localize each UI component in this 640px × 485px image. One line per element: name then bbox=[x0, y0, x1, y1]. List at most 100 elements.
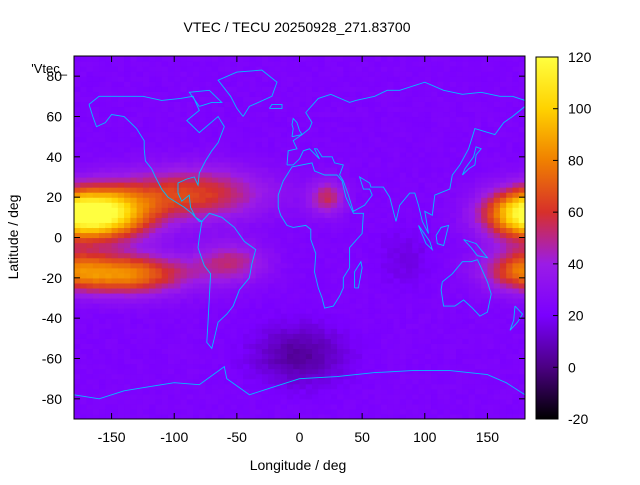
heatmap-cell bbox=[306, 278, 313, 284]
heatmap-cell bbox=[256, 278, 263, 284]
heatmap-cell bbox=[112, 243, 119, 249]
heatmap-cell bbox=[462, 132, 469, 138]
heatmap-cell bbox=[412, 111, 419, 117]
heatmap-cell bbox=[362, 172, 369, 178]
heatmap-cell bbox=[393, 232, 400, 238]
heatmap-cell bbox=[99, 217, 106, 223]
heatmap-cell bbox=[112, 177, 119, 183]
heatmap-cell bbox=[437, 212, 444, 218]
heatmap-cell bbox=[425, 384, 432, 390]
heatmap-cell bbox=[168, 66, 175, 72]
heatmap-cell bbox=[444, 197, 451, 203]
heatmap-cell bbox=[312, 399, 319, 405]
heatmap-cell bbox=[287, 409, 294, 415]
heatmap-cell bbox=[137, 293, 144, 299]
heatmap-cell bbox=[256, 399, 263, 405]
heatmap-cell bbox=[143, 182, 150, 188]
heatmap-cell bbox=[124, 288, 131, 294]
heatmap-cell bbox=[368, 308, 375, 314]
heatmap-cell bbox=[174, 298, 181, 304]
heatmap-cell bbox=[174, 268, 181, 274]
heatmap-cell bbox=[500, 61, 507, 67]
heatmap-cell bbox=[469, 117, 476, 123]
heatmap-cell bbox=[199, 268, 206, 274]
heatmap-cell bbox=[450, 394, 457, 400]
heatmap-cell bbox=[137, 369, 144, 375]
heatmap-cell bbox=[281, 137, 288, 143]
heatmap-cell bbox=[199, 338, 206, 344]
heatmap-cell bbox=[243, 384, 250, 390]
heatmap-cell bbox=[218, 66, 225, 72]
heatmap-cell bbox=[206, 227, 213, 233]
heatmap-cell bbox=[74, 343, 81, 349]
heatmap-cell bbox=[112, 328, 119, 334]
heatmap-cell bbox=[312, 61, 319, 67]
heatmap-cell bbox=[243, 303, 250, 309]
heatmap-cell bbox=[268, 364, 275, 370]
heatmap-cell bbox=[199, 364, 206, 370]
heatmap-cell bbox=[87, 278, 94, 284]
heatmap-cell bbox=[187, 374, 194, 380]
heatmap-cell bbox=[450, 359, 457, 365]
heatmap-cell bbox=[494, 303, 501, 309]
heatmap-cell bbox=[306, 268, 313, 274]
heatmap-cell bbox=[231, 81, 238, 87]
heatmap-cell bbox=[281, 303, 288, 309]
heatmap-cell bbox=[87, 177, 94, 183]
heatmap-cell bbox=[375, 318, 382, 324]
heatmap-cell bbox=[287, 273, 294, 279]
heatmap-cell bbox=[500, 217, 507, 223]
heatmap-cell bbox=[406, 137, 413, 143]
heatmap-cell bbox=[149, 338, 156, 344]
heatmap-cell bbox=[337, 192, 344, 198]
heatmap-cell bbox=[149, 374, 156, 380]
heatmap-cell bbox=[425, 323, 432, 329]
heatmap-cell bbox=[494, 167, 501, 173]
heatmap-cell bbox=[212, 127, 219, 133]
heatmap-cell bbox=[506, 283, 513, 289]
heatmap-cell bbox=[293, 227, 300, 233]
heatmap-cell bbox=[293, 172, 300, 178]
heatmap-cell bbox=[256, 71, 263, 77]
heatmap-cell bbox=[268, 157, 275, 163]
heatmap-cell bbox=[306, 232, 313, 238]
heatmap-cell bbox=[312, 122, 319, 128]
heatmap-cell bbox=[249, 56, 256, 62]
heatmap-cell bbox=[180, 132, 187, 138]
heatmap-cell bbox=[262, 157, 269, 163]
heatmap-cell bbox=[419, 243, 426, 249]
heatmap-cell bbox=[168, 157, 175, 163]
heatmap-cell bbox=[387, 293, 394, 299]
heatmap-cell bbox=[199, 197, 206, 203]
heatmap-cell bbox=[137, 333, 144, 339]
heatmap-cell bbox=[112, 323, 119, 329]
heatmap-cell bbox=[293, 278, 300, 284]
heatmap-cell bbox=[412, 122, 419, 128]
heatmap-cell bbox=[368, 333, 375, 339]
heatmap-cell bbox=[149, 409, 156, 415]
heatmap-cell bbox=[444, 71, 451, 77]
heatmap-cell bbox=[124, 137, 131, 143]
heatmap-cell bbox=[425, 142, 432, 148]
heatmap-cell bbox=[193, 197, 200, 203]
heatmap-cell bbox=[300, 258, 307, 264]
heatmap-cell bbox=[356, 338, 363, 344]
heatmap-cell bbox=[337, 333, 344, 339]
heatmap-cell bbox=[130, 308, 137, 314]
heatmap-cell bbox=[450, 152, 457, 158]
heatmap-cell bbox=[199, 172, 206, 178]
heatmap-cell bbox=[375, 212, 382, 218]
heatmap-cell bbox=[331, 197, 338, 203]
heatmap-cell bbox=[74, 333, 81, 339]
heatmap-cell bbox=[431, 147, 438, 153]
heatmap-cell bbox=[137, 217, 144, 223]
heatmap-cell bbox=[130, 61, 137, 67]
heatmap-cell bbox=[206, 318, 213, 324]
heatmap-cell bbox=[375, 207, 382, 213]
heatmap-cell bbox=[431, 61, 438, 67]
heatmap-cell bbox=[224, 187, 231, 193]
heatmap-cell bbox=[393, 187, 400, 193]
heatmap-cell bbox=[118, 248, 125, 254]
heatmap-cell bbox=[206, 364, 213, 370]
heatmap-cell bbox=[174, 162, 181, 168]
